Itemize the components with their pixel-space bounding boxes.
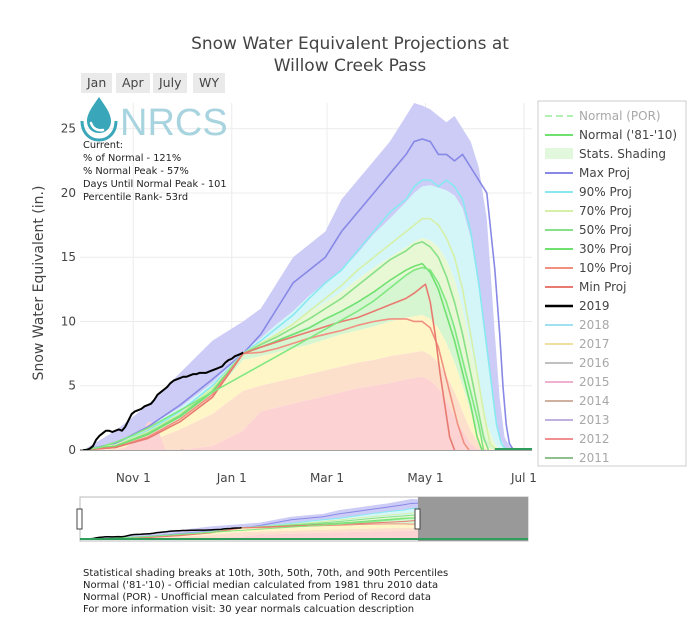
range-button-july[interactable]: July <box>153 73 188 93</box>
mini-shade-10-min <box>83 527 516 539</box>
legend-swatch-stats-shading <box>545 148 573 159</box>
legend-label-50-proj: 50% Proj <box>579 223 632 237</box>
chart-title-line2: Willow Creek Pass <box>273 56 427 76</box>
footnote-normal-por: Normal (POR) - Unofficial mean calculate… <box>83 592 431 603</box>
y-tick-0: 0 <box>68 443 76 457</box>
legend-item-2018[interactable]: 2018 <box>545 318 610 332</box>
range-button-apr[interactable]: Apr <box>116 73 150 93</box>
svg-text:NRCS: NRCS <box>120 102 228 144</box>
y-axis: 0 5 10 15 20 25 <box>61 122 76 457</box>
range-handle-right[interactable] <box>414 508 421 530</box>
projection-lines <box>83 138 532 450</box>
legend-item-2017[interactable]: 2017 <box>545 337 610 351</box>
footnote-shading: Statistical shading breaks at 10th, 30th… <box>83 568 449 579</box>
y-axis-label: Snow Water Equivalent (in.) <box>31 186 47 381</box>
legend-label-2018: 2018 <box>579 318 610 332</box>
legend-item-2014[interactable]: 2014 <box>545 394 610 408</box>
x-tick-mar-1: Mar 1 <box>310 471 344 485</box>
y-tick-20: 20 <box>61 186 76 200</box>
legend[interactable]: Normal (POR) Normal ('81-'10) Stats. Shadi… <box>537 100 687 467</box>
legend-item-2013[interactable]: 2013 <box>545 413 610 427</box>
series-normal-81-10 <box>83 266 485 450</box>
series-30-proj <box>83 262 483 450</box>
series-10-proj <box>83 318 470 450</box>
range-slider[interactable] <box>76 496 529 542</box>
legend-item-max-proj[interactable]: Max Proj <box>545 166 630 180</box>
legend-label-2016: 2016 <box>579 356 610 370</box>
legend-label-stats-shading: Stats. Shading <box>579 147 666 161</box>
legend-label-2011: 2011 <box>579 451 610 465</box>
y-tick-25: 25 <box>61 122 76 136</box>
y-tick-5: 5 <box>68 379 76 393</box>
legend-label-normal-por: Normal (POR) <box>579 109 661 123</box>
series-2019 <box>83 351 244 450</box>
legend-item-70-proj[interactable]: 70% Proj <box>545 204 632 218</box>
range-button-jan[interactable]: Jan <box>81 73 113 93</box>
shade-10-min <box>83 351 520 450</box>
legend-label-70-proj: 70% Proj <box>579 204 632 218</box>
legend-item-stats-shading[interactable]: Stats. Shading <box>545 147 666 161</box>
legend-item-2011[interactable]: 2011 <box>545 451 610 465</box>
range-handle-left[interactable] <box>76 508 83 530</box>
legend-label-normal-81-10: Normal ('81-'10) <box>579 128 677 142</box>
legend-label-2017: 2017 <box>579 337 610 351</box>
shade-30-10 <box>83 315 520 450</box>
x-tick-jan-1: Jan 1 <box>216 471 247 485</box>
range-mask-right <box>418 497 528 541</box>
legend-item-normal-81-10[interactable]: Normal ('81-'10) <box>545 128 677 142</box>
mini-shade-50-30 <box>83 517 516 539</box>
legend-label-max-proj: Max Proj <box>579 166 630 180</box>
legend-label-2019: 2019 <box>579 299 610 313</box>
legend-label-90-proj: 90% Proj <box>579 185 632 199</box>
legend-item-2019[interactable]: 2019 <box>545 299 610 313</box>
y-tick-10: 10 <box>61 314 76 328</box>
x-tick-nov-1: Nov 1 <box>116 471 151 485</box>
range-button-wy[interactable]: WY <box>193 73 225 93</box>
nrcs-logo: NRCS <box>80 97 228 144</box>
footnote-normal-81-10: Normal ('81-'10) - Official median calcu… <box>83 580 439 591</box>
legend-item-90-proj[interactable]: 90% Proj <box>545 185 632 199</box>
stat-percentile-rank: Percentile Rank- 53rd <box>83 192 188 203</box>
x-tick-may-1: May 1 <box>407 471 443 485</box>
legend-item-30-proj[interactable]: 30% Proj <box>545 242 632 256</box>
stat-pct-normal: % of Normal - 121% <box>83 153 181 164</box>
legend-label-2014: 2014 <box>579 394 610 408</box>
shade-50-30 <box>83 267 520 450</box>
legend-item-2015[interactable]: 2015 <box>545 375 610 389</box>
x-tick-jul-1: Jul 1 <box>510 471 537 485</box>
legend-item-normal-por[interactable]: Normal (POR) <box>545 109 661 123</box>
series-min-proj <box>83 283 456 450</box>
shade-min <box>83 376 520 450</box>
legend-item-2016[interactable]: 2016 <box>545 356 610 370</box>
legend-label-10-proj: 10% Proj <box>579 261 632 275</box>
legend-label-min-proj: Min Proj <box>579 280 626 294</box>
footnote-more-info: For more information visit: 30 year norm… <box>83 604 415 615</box>
legend-item-50-proj[interactable]: 50% Proj <box>545 223 632 237</box>
legend-label-2015: 2015 <box>579 375 610 389</box>
x-axis: Nov 1 Jan 1 Mar 1 May 1 Jul 1 <box>116 471 537 485</box>
legend-label-2012: 2012 <box>579 432 610 446</box>
legend-item-2012[interactable]: 2012 <box>545 432 610 446</box>
stat-pct-normal-peak: % Normal Peak - 57% <box>83 166 189 177</box>
stat-days-until-peak: Days Until Normal Peak - 101 <box>83 179 227 190</box>
legend-item-10-proj[interactable]: 10% Proj <box>545 261 632 275</box>
mini-series-2019 <box>83 526 242 540</box>
legend-label-2013: 2013 <box>579 413 610 427</box>
chart-title-line1: Snow Water Equivalent Projections at <box>191 34 509 54</box>
legend-label-30-proj: 30% Proj <box>579 242 632 256</box>
mini-shade-min <box>83 530 516 539</box>
series-70-proj <box>83 217 498 450</box>
series-max-proj <box>83 138 520 450</box>
stat-header: Current: <box>83 140 123 151</box>
y-tick-15: 15 <box>61 250 76 264</box>
legend-item-min-proj[interactable]: Min Proj <box>545 280 626 294</box>
current-stats: Current: % of Normal - 121% % Normal Pea… <box>83 140 227 203</box>
